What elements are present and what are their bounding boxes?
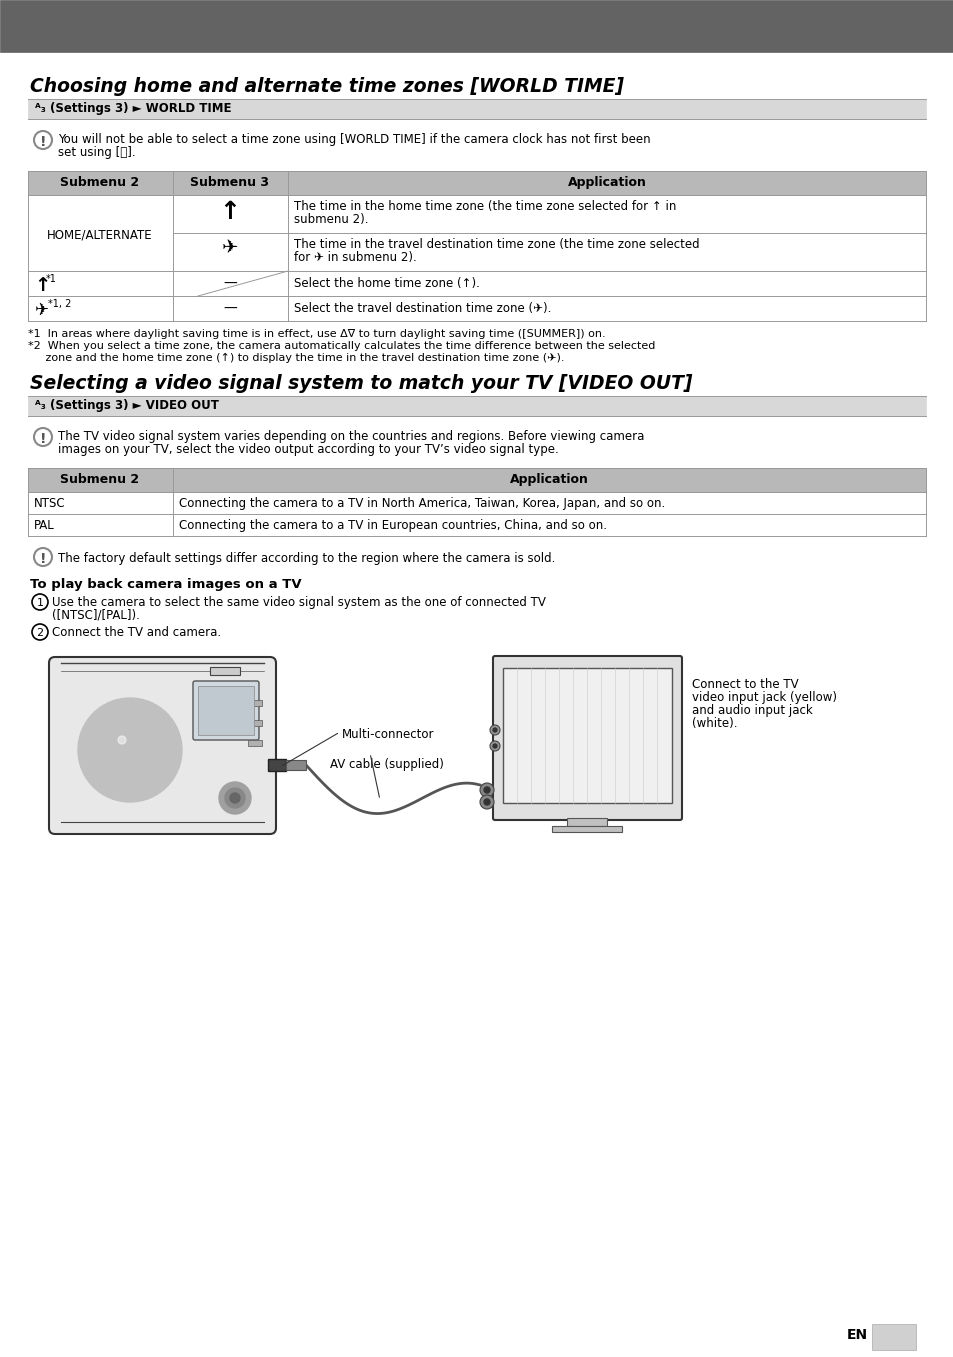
Circle shape (112, 731, 148, 768)
Circle shape (94, 714, 166, 786)
Text: PAL: PAL (34, 518, 54, 532)
Bar (28, 396, 925, 417)
Circle shape (103, 723, 157, 778)
Text: video input jack (yellow): video input jack (yellow) (691, 691, 836, 704)
Circle shape (493, 727, 497, 731)
Text: 45: 45 (880, 1329, 906, 1348)
Text: *1: *1 (46, 274, 57, 284)
Text: !: ! (40, 134, 46, 149)
Circle shape (120, 740, 140, 760)
Bar (248, 740, 262, 746)
Text: submenu 2).: submenu 2). (294, 213, 368, 227)
Text: Use the camera to select the same video signal system as the one of connected TV: Use the camera to select the same video … (52, 596, 545, 609)
Text: For information on using the menus, see “Using the Menu” (p. 4).: For information on using the menus, see … (245, 23, 708, 37)
Text: *2  When you select a time zone, the camera automatically calculates the time di: *2 When you select a time zone, the came… (28, 341, 655, 351)
Text: ✈: ✈ (222, 237, 238, 256)
Text: *1  In areas where daylight saving time is in effect, use Δ∇ to turn daylight sa: *1 In areas where daylight saving time i… (28, 328, 605, 339)
Text: (white).: (white). (691, 716, 737, 730)
Bar (28, 468, 925, 493)
Circle shape (225, 788, 245, 807)
Text: Select the travel destination time zone (✈).: Select the travel destination time zone … (294, 303, 551, 315)
Text: The factory default settings differ according to the region where the camera is : The factory default settings differ acco… (58, 552, 555, 565)
Text: zone and the home time zone (↑) to display the time in the travel destination ti: zone and the home time zone (↑) to displ… (28, 353, 564, 364)
Text: The time in the travel destination time zone (the time zone selected: The time in the travel destination time … (294, 237, 699, 251)
Text: Submenu 2: Submenu 2 (60, 474, 139, 486)
Circle shape (78, 697, 182, 802)
FancyBboxPatch shape (49, 657, 275, 835)
Circle shape (219, 782, 251, 814)
Bar (871, 1324, 915, 1350)
Text: images on your TV, select the video output according to your TV’s video signal t: images on your TV, select the video outp… (58, 442, 558, 456)
Circle shape (230, 792, 240, 803)
Text: *1, 2: *1, 2 (48, 299, 71, 309)
Text: ᴬ₃ (Settings 3) ► VIDEO OUT: ᴬ₃ (Settings 3) ► VIDEO OUT (35, 399, 218, 413)
Text: for ✈ in submenu 2).: for ✈ in submenu 2). (294, 251, 416, 265)
Text: The time in the home time zone (the time zone selected for ↑ in: The time in the home time zone (the time… (294, 199, 676, 213)
Bar (28, 296, 925, 322)
Text: 2: 2 (36, 628, 44, 638)
FancyBboxPatch shape (493, 655, 681, 820)
Text: and audio input jack: and audio input jack (691, 704, 812, 716)
Text: NTSC: NTSC (34, 497, 66, 510)
Text: 1: 1 (36, 598, 44, 608)
Circle shape (493, 744, 497, 748)
Text: To play back camera images on a TV: To play back camera images on a TV (30, 578, 301, 592)
Text: Connect to the TV: Connect to the TV (691, 678, 798, 691)
Text: Submenu 3: Submenu 3 (191, 176, 269, 189)
Bar (248, 700, 262, 706)
Circle shape (490, 741, 499, 750)
Text: AV cable (supplied): AV cable (supplied) (330, 759, 443, 771)
Bar (268, 759, 286, 771)
Circle shape (86, 706, 173, 794)
Bar (28, 99, 925, 119)
Text: Application: Application (509, 474, 588, 486)
Bar (0, 0, 953, 52)
Text: !: ! (40, 432, 46, 446)
Text: set using [⍟].: set using [⍟]. (58, 147, 135, 159)
Bar (28, 514, 925, 536)
Bar (28, 195, 925, 271)
Circle shape (479, 795, 494, 809)
Text: HOME/ALTERNATE: HOME/ALTERNATE (47, 229, 152, 242)
Text: Multi-connector: Multi-connector (341, 727, 434, 741)
Text: Submenu 2: Submenu 2 (60, 176, 139, 189)
Circle shape (490, 725, 499, 735)
Text: Choosing home and alternate time zones [WORLD TIME]: Choosing home and alternate time zones [… (30, 77, 623, 96)
Bar (552, 826, 621, 832)
Bar (286, 760, 306, 769)
Text: ✈: ✈ (34, 301, 48, 319)
Bar (198, 687, 253, 735)
Text: You will not be able to select a time zone using [WORLD TIME] if the camera cloc: You will not be able to select a time zo… (58, 133, 650, 147)
Circle shape (479, 783, 494, 797)
Bar (28, 271, 925, 296)
Text: EN: EN (846, 1329, 867, 1342)
Bar (502, 668, 671, 803)
Text: Select the home time zone (↑).: Select the home time zone (↑). (294, 277, 479, 290)
Text: !: ! (40, 552, 46, 566)
Bar (28, 171, 925, 195)
Text: Selecting a video signal system to match your TV [VIDEO OUT]: Selecting a video signal system to match… (30, 375, 692, 394)
Bar (210, 668, 240, 674)
Bar (28, 493, 925, 514)
Text: —: — (223, 277, 236, 290)
Circle shape (483, 787, 490, 792)
Bar (566, 818, 606, 826)
Text: ᴬ₃ (Settings 3) ► WORLD TIME: ᴬ₃ (Settings 3) ► WORLD TIME (35, 102, 232, 115)
Circle shape (483, 799, 490, 805)
Bar (248, 721, 262, 726)
Text: Application: Application (567, 176, 646, 189)
Text: Connecting the camera to a TV in North America, Taiwan, Korea, Japan, and so on.: Connecting the camera to a TV in North A… (179, 497, 664, 510)
Circle shape (118, 735, 126, 744)
Text: The TV video signal system varies depending on the countries and regions. Before: The TV video signal system varies depend… (58, 430, 643, 442)
Text: ↑: ↑ (34, 275, 51, 294)
Text: Connect the TV and camera.: Connect the TV and camera. (52, 626, 221, 639)
Text: ([NTSC]/[PAL]).: ([NTSC]/[PAL]). (52, 609, 140, 622)
Text: Connecting the camera to a TV in European countries, China, and so on.: Connecting the camera to a TV in Europea… (179, 518, 606, 532)
Text: —: — (223, 303, 236, 316)
Text: ↑: ↑ (219, 199, 240, 224)
FancyBboxPatch shape (193, 681, 258, 740)
